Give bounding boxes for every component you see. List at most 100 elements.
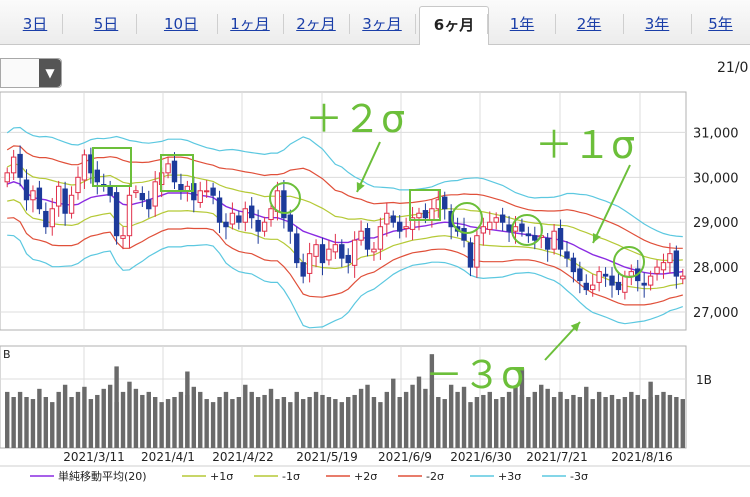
volume-bar bbox=[159, 402, 164, 448]
candle-body bbox=[615, 281, 622, 291]
volume-bar bbox=[571, 394, 576, 448]
band-line-minus2 bbox=[7, 217, 683, 306]
volume-bar bbox=[152, 397, 158, 448]
volume-bar bbox=[423, 388, 428, 448]
tab-9[interactable]: 3年 bbox=[644, 15, 670, 33]
volume-bar bbox=[352, 394, 357, 448]
volume-bar bbox=[403, 391, 409, 448]
tab-8[interactable]: 2年 bbox=[576, 15, 602, 33]
volume-bar bbox=[397, 397, 402, 448]
candle-body bbox=[274, 190, 281, 212]
tab-separator bbox=[415, 14, 416, 34]
volume-bar bbox=[487, 391, 492, 448]
volume-bar bbox=[371, 397, 377, 448]
candle-body bbox=[506, 224, 512, 232]
volume-bar bbox=[680, 399, 685, 448]
candle-body bbox=[68, 194, 75, 214]
candle-body bbox=[602, 273, 609, 277]
highlight-circle bbox=[451, 202, 483, 234]
tab-0[interactable]: 3日 bbox=[22, 15, 48, 33]
candle-body bbox=[223, 221, 229, 228]
legend-label: +1σ bbox=[210, 470, 233, 483]
volume-bar bbox=[667, 394, 673, 448]
legend-label: +3σ bbox=[498, 470, 521, 483]
tab-separator bbox=[691, 14, 692, 34]
volume-bar bbox=[641, 399, 647, 448]
highlight-circle bbox=[269, 182, 301, 214]
tab-10[interactable]: 5年 bbox=[708, 15, 733, 33]
volume-bar bbox=[69, 397, 74, 448]
tab-1[interactable]: 5日 bbox=[93, 15, 119, 33]
candle-body bbox=[667, 253, 673, 264]
candle-body bbox=[609, 275, 615, 286]
volume-bar bbox=[5, 391, 10, 448]
candle-body bbox=[55, 185, 62, 207]
band-line-plus3 bbox=[6, 126, 683, 238]
volume-bar bbox=[11, 397, 16, 448]
candle-body bbox=[641, 282, 647, 286]
volume-bar bbox=[493, 399, 499, 448]
candle-body bbox=[261, 221, 268, 232]
legend-label: -3σ bbox=[570, 470, 588, 483]
volume-bar bbox=[223, 391, 229, 448]
volume-bar bbox=[62, 384, 68, 448]
candle-body bbox=[43, 210, 49, 228]
candle-body bbox=[178, 184, 184, 192]
header-date: 21/0 bbox=[717, 60, 749, 76]
y-tick-label: 30,000 bbox=[693, 171, 739, 186]
candle-body bbox=[422, 210, 429, 219]
candle-body bbox=[525, 233, 532, 237]
candle-body bbox=[551, 230, 557, 250]
volume-bar bbox=[146, 391, 151, 448]
band-line-plus1 bbox=[6, 163, 683, 261]
volume-bar bbox=[654, 394, 660, 448]
candle-body bbox=[467, 242, 474, 268]
y-tick-label: 28,000 bbox=[693, 261, 739, 276]
volume-bar bbox=[82, 386, 87, 448]
x-tick-label: 2021/5/19 bbox=[296, 450, 358, 464]
volume-bar bbox=[616, 399, 621, 448]
candle-body bbox=[229, 212, 236, 225]
volume-bar bbox=[346, 397, 351, 448]
chevron-down-icon[interactable]: ▼ bbox=[39, 59, 61, 87]
tab-5[interactable]: 3ヶ月 bbox=[362, 15, 402, 33]
arrow-plus1 bbox=[592, 164, 631, 244]
volume-bar bbox=[436, 397, 441, 448]
candle-body bbox=[660, 262, 667, 271]
chart-type-dropdown[interactable]: ▼ bbox=[0, 58, 62, 88]
candle-body bbox=[313, 244, 319, 257]
tab-6[interactable]: 6ヶ月 bbox=[419, 6, 489, 45]
candle-body bbox=[287, 214, 294, 232]
volume-bar bbox=[17, 391, 23, 448]
volume-bar bbox=[37, 388, 42, 448]
tab-4[interactable]: 2ヶ月 bbox=[296, 15, 336, 33]
volume-bar bbox=[217, 397, 222, 448]
x-tick-label: 2021/6/30 bbox=[450, 450, 512, 464]
tab-separator bbox=[555, 14, 556, 34]
candle-body bbox=[377, 226, 384, 250]
volume-bar bbox=[603, 397, 608, 448]
y-tick-label: 29,000 bbox=[693, 216, 739, 231]
candle-body bbox=[126, 194, 133, 237]
x-tick-label: 2021/4/22 bbox=[212, 450, 274, 464]
legend-label: 単純移動平均(20) bbox=[58, 469, 147, 483]
tab-2[interactable]: 10日 bbox=[163, 15, 199, 33]
candle-body bbox=[10, 156, 17, 174]
volume-bar bbox=[56, 391, 61, 448]
volume-axis-label: B bbox=[3, 348, 11, 361]
candle-body bbox=[557, 228, 564, 250]
tab-separator bbox=[349, 14, 350, 34]
tab-7[interactable]: 1年 bbox=[509, 15, 535, 33]
volume-bar bbox=[178, 391, 184, 448]
volume-bar bbox=[140, 394, 145, 448]
candle-body bbox=[165, 163, 171, 174]
tab-3[interactable]: 1ヶ月 bbox=[230, 15, 270, 33]
candle-body bbox=[544, 237, 551, 250]
highlight-circle bbox=[613, 246, 645, 278]
volume-bar bbox=[120, 391, 126, 448]
candle-body bbox=[30, 190, 36, 201]
band-line-minus3 bbox=[7, 234, 684, 329]
arrow-plus1-head bbox=[592, 233, 601, 243]
volume-bar bbox=[474, 397, 480, 448]
candle-body bbox=[371, 248, 377, 253]
